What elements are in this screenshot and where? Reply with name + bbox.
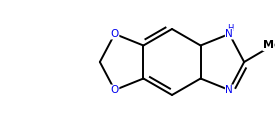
Text: O: O — [111, 29, 119, 39]
Text: Me: Me — [263, 41, 275, 50]
Text: N: N — [226, 29, 233, 39]
Text: O: O — [111, 85, 119, 95]
Text: N: N — [226, 85, 233, 95]
Text: H: H — [227, 24, 233, 33]
